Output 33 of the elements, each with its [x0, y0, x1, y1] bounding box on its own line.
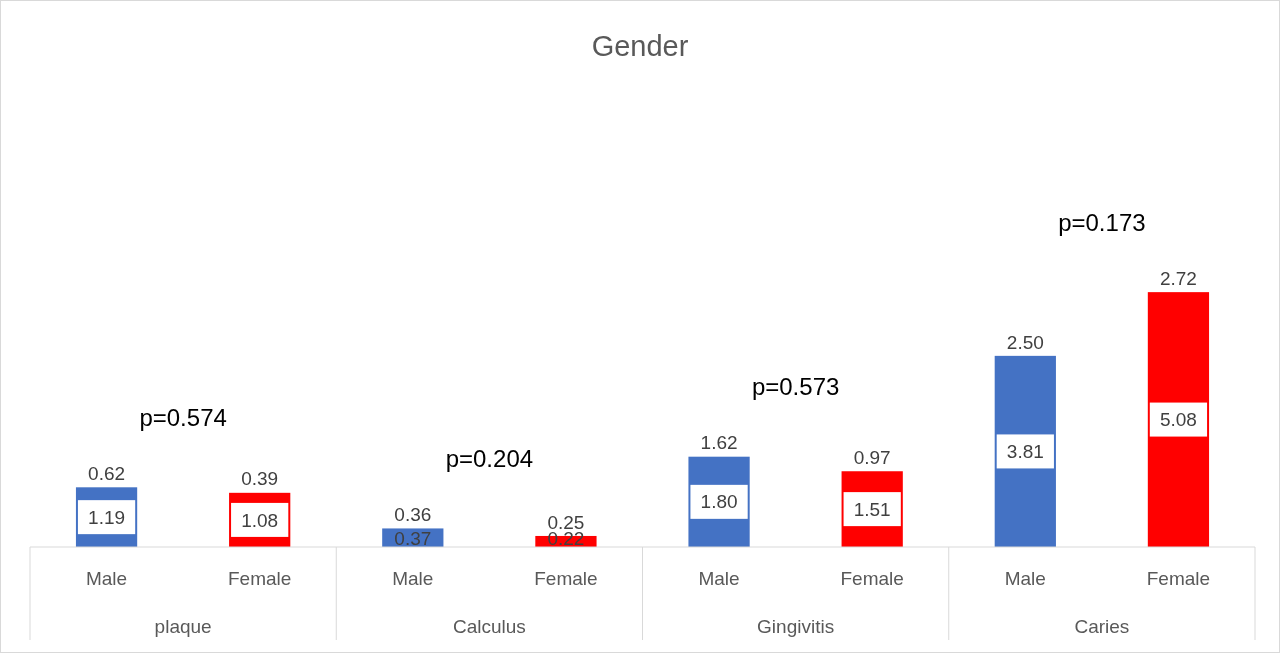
text: p=0.173: [1058, 208, 1146, 236]
chart-title: Gender: [591, 30, 689, 62]
annotation: p=0.204: [445, 444, 534, 472]
annotation: 0.62: [88, 462, 126, 484]
text: plaque: [154, 616, 212, 637]
x-tick-label: Female: [840, 568, 904, 589]
annotation: p=0.574: [139, 403, 227, 431]
annotation: 0.39: [241, 468, 279, 490]
text: Gingivitis: [757, 616, 835, 637]
data-label: 1.08: [241, 509, 279, 531]
annotation: 0.25: [547, 511, 585, 533]
annotation: 1.62: [700, 432, 738, 454]
x-tick-label: Male: [392, 568, 434, 589]
x-tick-label: Female: [228, 568, 292, 589]
text: Calculus: [452, 616, 526, 637]
data-label: 1.80: [700, 491, 738, 513]
text: 2.72: [1159, 267, 1197, 289]
annotation: p=0.573: [751, 373, 840, 401]
bar: [1147, 292, 1210, 547]
data-label: 0.37: [394, 527, 432, 549]
annotation: 0.36: [394, 504, 432, 526]
x-tick-label: Male: [85, 568, 128, 589]
data-label: 1.51: [853, 498, 891, 520]
x-tick-label: Male: [1004, 568, 1046, 589]
text: Caries: [1074, 616, 1130, 637]
annotation: 0.97: [853, 446, 891, 468]
data-label: 3.81: [1006, 441, 1044, 463]
x-tick-label: Male: [698, 568, 740, 589]
x-tick-label: Female: [534, 568, 598, 589]
data-label: 5.08: [1159, 409, 1197, 431]
data-label: 1.19: [88, 506, 126, 528]
annotation: 2.50: [1006, 331, 1044, 353]
x-tick-label: Female: [1146, 568, 1211, 589]
